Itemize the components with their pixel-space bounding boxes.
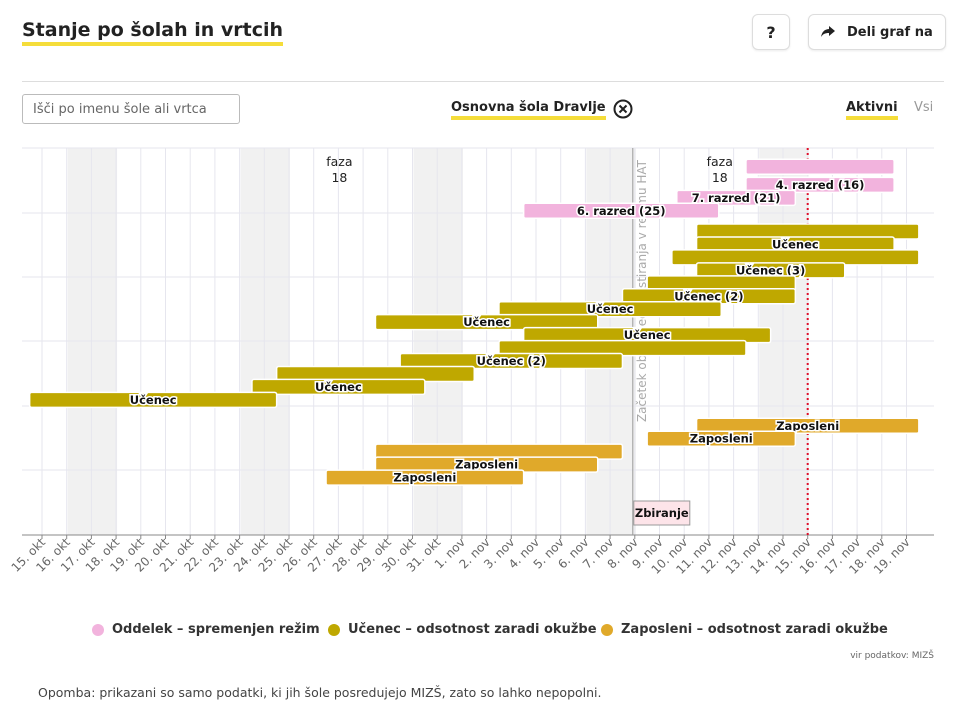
bar-label: Učenec (3) bbox=[736, 263, 805, 277]
legend-dot-zaposleni bbox=[601, 623, 613, 636]
bar-zaposleni bbox=[695, 417, 920, 435]
gantt-chart: Začetek obveznega testiranja v režimu HA… bbox=[9, 147, 934, 577]
bar-label: Zaposleni bbox=[393, 471, 456, 485]
faza-number: 18 bbox=[712, 170, 728, 185]
bar-zaposleni bbox=[646, 430, 797, 447]
legend-dot-oddelek bbox=[92, 623, 104, 636]
faza-number: 18 bbox=[331, 170, 347, 185]
clear-selection-button[interactable] bbox=[613, 99, 633, 119]
bar-ucenec bbox=[251, 378, 426, 396]
bar-label: Zaposleni bbox=[455, 458, 518, 472]
toggle-all[interactable]: Vsi bbox=[914, 100, 934, 115]
help-button[interactable]: ? bbox=[752, 14, 790, 50]
search-input[interactable] bbox=[22, 94, 240, 124]
bar-zaposleni bbox=[325, 469, 525, 486]
bar-label: 6. razred (25) bbox=[577, 204, 666, 218]
toggle-active[interactable]: Aktivni bbox=[846, 100, 898, 120]
bar-label: Učenec bbox=[587, 302, 634, 316]
header-divider bbox=[22, 81, 944, 82]
data-source: vir podatkov: MIZŠ bbox=[850, 651, 934, 661]
bar-label: Učenec bbox=[772, 237, 819, 251]
bar-oddelek bbox=[745, 176, 895, 194]
close-icon bbox=[613, 99, 633, 119]
bar-label: 7. razred (21) bbox=[692, 191, 781, 205]
legend-label-zaposleni: Zaposleni – odsotnost zaradi okužbe bbox=[621, 622, 888, 637]
bar-label: Učenec (2) bbox=[674, 289, 743, 303]
selected-school: Osnovna šola Dravlje bbox=[451, 100, 606, 120]
bar-ucenec bbox=[399, 352, 624, 370]
legend-item-ucenec[interactable]: Učenec – odsotnost zaradi okužbe bbox=[328, 622, 597, 637]
bar-label: Učenec bbox=[624, 328, 671, 342]
legend-label-oddelek: Oddelek – spremenjen režim bbox=[112, 622, 320, 637]
legend-label-ucenec: Učenec – odsotnost zaradi okužbe bbox=[348, 622, 597, 637]
share-label: Deli graf na bbox=[847, 24, 933, 40]
bar-label: Učenec (2) bbox=[477, 354, 546, 368]
bar-label: Učenec bbox=[130, 393, 177, 407]
faza-label: faza bbox=[326, 154, 352, 169]
footnote: Opomba: prikazani so samo podatki, ki ji… bbox=[38, 685, 602, 700]
bar-ucenec bbox=[374, 313, 599, 331]
bar-oddelek bbox=[745, 158, 895, 176]
share-arrow-icon bbox=[821, 26, 835, 38]
bar-label: Učenec bbox=[463, 315, 510, 329]
bar-label: 4. razred (16) bbox=[776, 178, 865, 192]
legend-item-oddelek[interactable]: Oddelek – spremenjen režim bbox=[92, 622, 320, 637]
legend-dot-ucenec bbox=[328, 623, 340, 636]
page-title: Stanje po šolah in vrtcih bbox=[22, 19, 284, 46]
bar-label: Zaposleni bbox=[690, 432, 753, 446]
legend: Oddelek – spremenjen režim Učenec – odso… bbox=[0, 622, 955, 640]
bar-ucenec bbox=[28, 391, 278, 409]
legend-item-zaposleni[interactable]: Zaposleni – odsotnost zaradi okužbe bbox=[601, 622, 888, 637]
bar-oddelek bbox=[522, 202, 720, 220]
share-button[interactable]: Deli graf na bbox=[808, 14, 946, 50]
zbiranje-box bbox=[633, 500, 691, 526]
zbiranje-label: Zbiranje bbox=[635, 506, 689, 520]
bar-oddelek bbox=[676, 189, 797, 207]
faza-label: faza bbox=[707, 154, 733, 169]
bar-ucenec bbox=[498, 300, 723, 318]
bar-label: Učenec bbox=[315, 380, 362, 394]
bar-label: Zaposleni bbox=[776, 419, 839, 433]
